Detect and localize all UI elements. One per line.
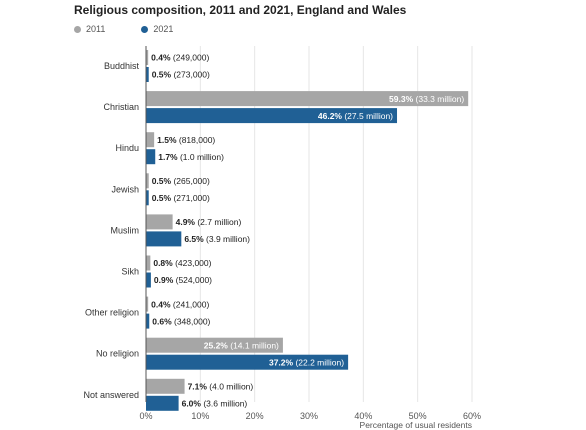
bar-2011 xyxy=(146,255,151,271)
bar-2021 xyxy=(146,190,149,206)
legend-item-2021: 2021 xyxy=(141,24,173,34)
bar-2011 xyxy=(146,173,149,189)
legend-swatch-2011 xyxy=(74,25,81,33)
bar-2011 xyxy=(146,91,469,107)
category-label: Muslim xyxy=(111,225,140,235)
data-label: 59.3% (33.3 million) xyxy=(389,94,464,104)
data-label-count: (423,000) xyxy=(173,258,212,268)
data-label-count: (265,000) xyxy=(171,176,210,186)
legend-swatch-2021 xyxy=(141,25,149,33)
bar-2021 xyxy=(146,149,156,165)
bar-2011 xyxy=(146,296,149,312)
data-label-count: (818,000) xyxy=(177,135,216,145)
category-label: Hindu xyxy=(115,143,139,153)
bar-2021 xyxy=(146,354,349,370)
data-label-count: (3.9 million) xyxy=(204,234,250,244)
x-tick-label: 60% xyxy=(463,411,481,421)
data-label-count: (271,000) xyxy=(171,193,210,203)
data-label: 1.7% (1.0 million) xyxy=(158,152,224,162)
data-label-percent: 0.6% xyxy=(152,316,172,326)
data-label-count: (249,000) xyxy=(171,53,210,63)
data-label-percent: 7.1% xyxy=(188,382,208,392)
x-tick-label: 40% xyxy=(354,411,372,421)
bar-2011 xyxy=(146,214,173,230)
data-label-count: (4.0 million) xyxy=(207,382,253,392)
data-label: 0.6% (348,000) xyxy=(152,316,210,326)
x-tick-label: 0% xyxy=(139,411,152,421)
data-label-count: (241,000) xyxy=(171,299,210,309)
data-label: 1.5% (818,000) xyxy=(157,135,215,145)
category-label: Buddhist xyxy=(104,61,140,71)
data-label-count: (1.0 million) xyxy=(178,152,224,162)
x-axis-label: Percentage of usual residents xyxy=(360,420,472,430)
category-label: No religion xyxy=(96,349,139,359)
data-label-count: (3.6 million) xyxy=(201,399,247,409)
data-label-count: (273,000) xyxy=(171,70,210,80)
chart-title: Religious composition, 2011 and 2021, En… xyxy=(74,3,407,17)
bar-2021 xyxy=(146,67,149,82)
chart-legend: 2011 2021 xyxy=(74,24,209,34)
data-label: 25.2% (14.1 million) xyxy=(204,340,279,350)
category-label: Sikh xyxy=(121,267,139,277)
data-label-count: (348,000) xyxy=(172,316,211,326)
bar-2011 xyxy=(146,50,149,65)
data-label-percent: 6.0% xyxy=(182,399,202,409)
data-label: 0.8% (423,000) xyxy=(153,258,211,268)
bar-2021 xyxy=(146,395,179,411)
data-label: 4.9% (2.7 million) xyxy=(176,217,242,227)
data-label-percent: 0.5% xyxy=(152,70,172,80)
legend-label-2011: 2011 xyxy=(86,24,106,34)
x-tick-label: 50% xyxy=(409,411,427,421)
bar-2021 xyxy=(146,231,182,247)
data-label: 7.1% (4.0 million) xyxy=(188,382,254,392)
data-label: 6.0% (3.6 million) xyxy=(182,399,248,409)
bar-2011 xyxy=(146,378,185,394)
data-label: 37.2% (22.2 million) xyxy=(269,357,344,367)
data-label: 0.5% (273,000) xyxy=(152,70,210,80)
legend-item-2011: 2011 xyxy=(74,24,105,34)
data-label: 46.2% (27.5 million) xyxy=(318,111,393,121)
category-label: Other religion xyxy=(85,308,139,318)
data-label-percent: 0.5% xyxy=(152,176,172,186)
data-label-percent: 4.9% xyxy=(176,217,196,227)
data-label-count: (22.2 million) xyxy=(293,357,344,367)
bar-2011 xyxy=(146,337,283,353)
category-label: Not answered xyxy=(83,390,139,400)
data-label-count: (524,000) xyxy=(173,275,212,285)
category-label: Christian xyxy=(103,102,139,112)
data-label: 0.5% (265,000) xyxy=(152,176,210,186)
data-label-count: (2.7 million) xyxy=(195,217,241,227)
data-label-percent: 0.8% xyxy=(153,258,173,268)
data-label-count: (33.3 million) xyxy=(413,94,464,104)
bar-2021 xyxy=(146,108,398,124)
data-label-count: (27.5 million) xyxy=(342,111,393,121)
data-label-percent: 1.7% xyxy=(158,152,178,162)
legend-label-2021: 2021 xyxy=(153,24,174,34)
data-label-percent: 1.5% xyxy=(157,135,177,145)
data-label: 0.4% (249,000) xyxy=(151,53,209,63)
category-label: Jewish xyxy=(111,184,139,194)
data-label-percent: 0.5% xyxy=(152,193,172,203)
data-label-percent: 46.2% xyxy=(318,111,343,121)
data-label-percent: 0.9% xyxy=(154,275,174,285)
x-tick-label: 20% xyxy=(246,411,264,421)
x-tick-label: 10% xyxy=(191,411,209,421)
data-label: 6.5% (3.9 million) xyxy=(184,234,250,244)
data-label-percent: 59.3% xyxy=(389,94,414,104)
data-label-percent: 0.4% xyxy=(151,299,171,309)
data-label-count: (14.1 million) xyxy=(228,340,279,350)
bar-2011 xyxy=(146,132,155,148)
data-label: 0.4% (241,000) xyxy=(151,299,209,309)
data-label-percent: 6.5% xyxy=(184,234,204,244)
x-tick-label: 30% xyxy=(300,411,318,421)
data-label-percent: 0.4% xyxy=(151,53,171,63)
data-label: 0.9% (524,000) xyxy=(154,275,212,285)
data-label: 0.5% (271,000) xyxy=(152,193,210,203)
bar-2021 xyxy=(146,313,150,329)
data-label-percent: 25.2% xyxy=(204,340,229,350)
bar-2021 xyxy=(146,272,151,288)
data-label-percent: 37.2% xyxy=(269,357,294,367)
